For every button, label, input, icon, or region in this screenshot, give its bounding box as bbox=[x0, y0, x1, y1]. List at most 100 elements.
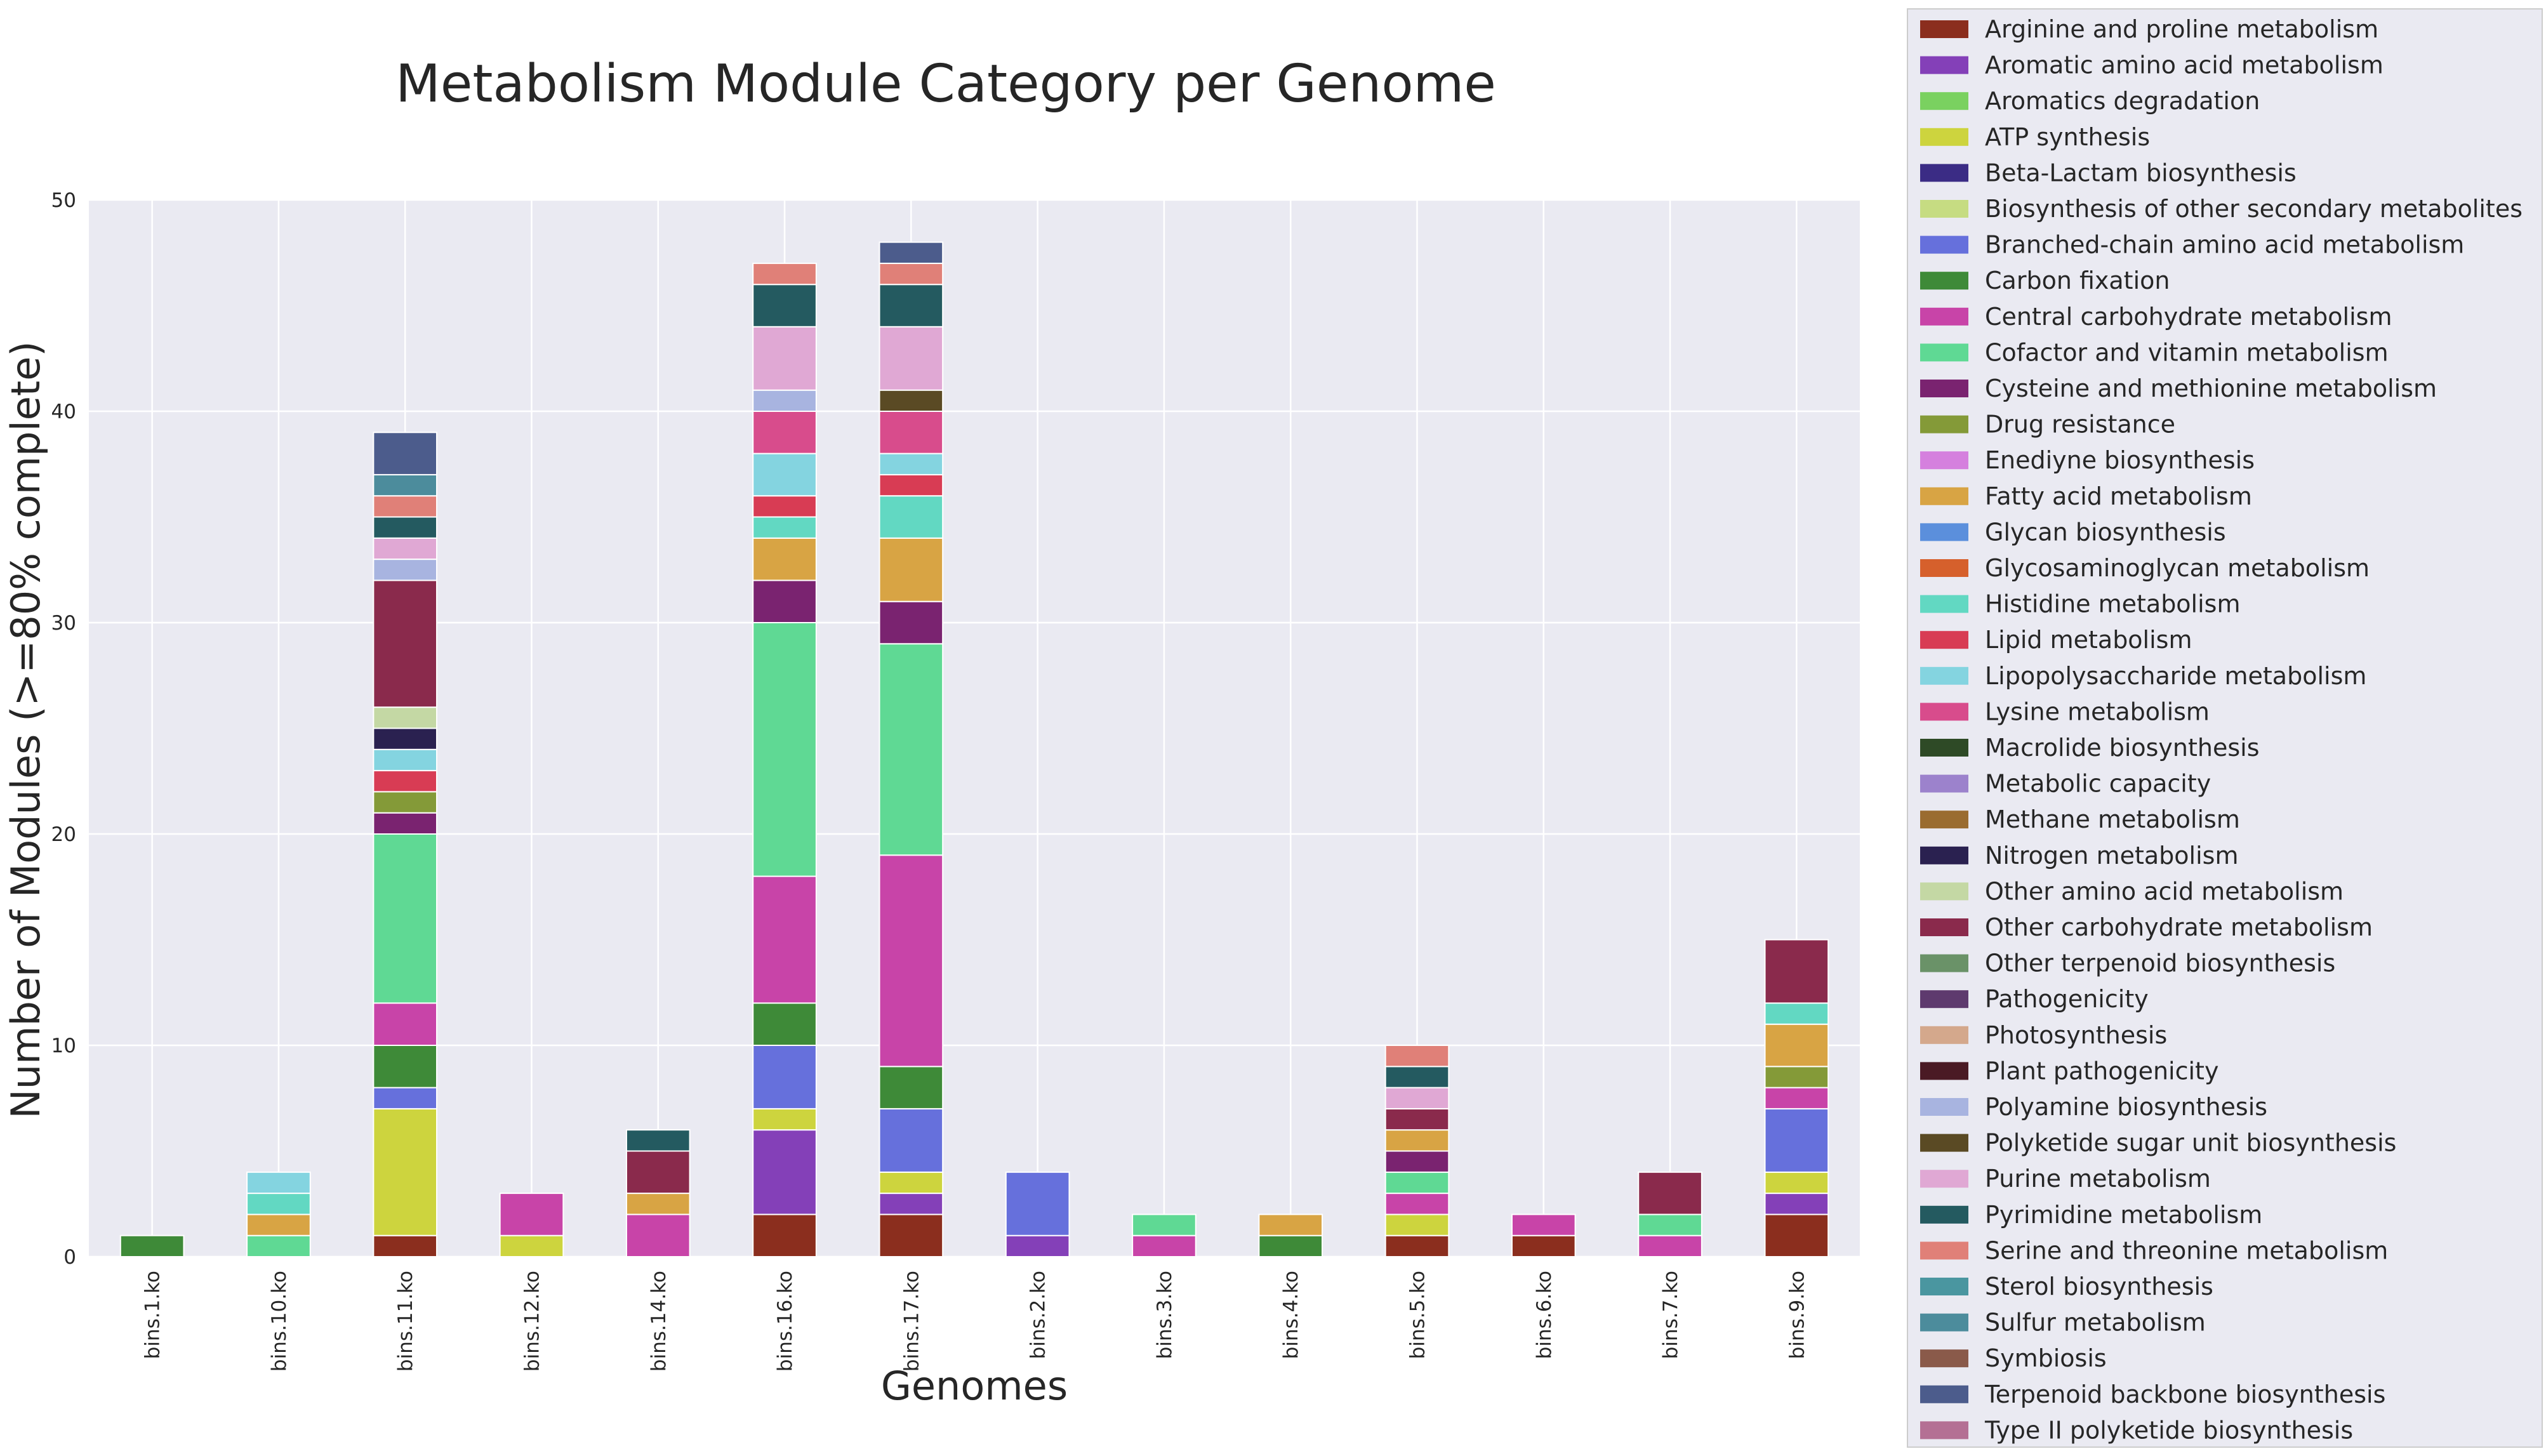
legend-label: Beta-Lactam biosynthesis bbox=[1985, 159, 2297, 187]
legend-item: Aromatic amino acid metabolism bbox=[1920, 51, 2384, 79]
bar-segment bbox=[1384, 1171, 1450, 1195]
legend-label: Purine metabolism bbox=[1985, 1165, 2211, 1193]
bar-segment bbox=[373, 833, 438, 1004]
bar-segment bbox=[373, 495, 438, 518]
legend-label: Cysteine and methionine metabolism bbox=[1985, 374, 2437, 402]
bar-segment bbox=[1384, 1193, 1450, 1215]
legend-label: Type II polyketide biosynthesis bbox=[1984, 1416, 2353, 1444]
bar-segment bbox=[373, 516, 438, 539]
y-axis-ticks: 0 10 20 30 40 50 bbox=[51, 189, 76, 1269]
bar-segment bbox=[1764, 1066, 1829, 1089]
x-tick-label: bins.16.ko bbox=[774, 1271, 797, 1372]
legend-label: Pyrimidine metabolism bbox=[1985, 1201, 2262, 1229]
bar-segment bbox=[752, 1214, 817, 1258]
bar-segment bbox=[1764, 939, 1829, 1004]
bar-segment bbox=[373, 432, 438, 475]
legend-label: Macrolide biosynthesis bbox=[1985, 734, 2260, 762]
bar-segment bbox=[752, 875, 817, 1004]
bar-segment bbox=[373, 473, 438, 497]
legend-swatch bbox=[1920, 200, 1968, 218]
legend-item: Lipopolysaccharide metabolism bbox=[1920, 662, 2366, 690]
bar-segment bbox=[373, 791, 438, 814]
legend-item: Arginine and proline metabolism bbox=[1920, 15, 2378, 43]
legend-item: Central carbohydrate metabolism bbox=[1920, 303, 2392, 331]
legend-swatch bbox=[1920, 1421, 1968, 1439]
bar-segment bbox=[499, 1234, 564, 1257]
bar-segment bbox=[879, 389, 944, 413]
bar-segment bbox=[373, 727, 438, 750]
y-tick-label: 40 bbox=[51, 400, 76, 423]
x-tick-label: bins.5.ko bbox=[1407, 1271, 1429, 1359]
legend-item: Symbiosis bbox=[1920, 1344, 2107, 1372]
legend-swatch bbox=[1920, 990, 1968, 1009]
legend-label: Aromatic amino acid metabolism bbox=[1985, 51, 2384, 79]
legend-item: Sterol biosynthesis bbox=[1920, 1273, 2213, 1300]
bar-segment bbox=[1764, 1108, 1829, 1173]
legend-item: Sulfur metabolism bbox=[1920, 1309, 2206, 1337]
legend-swatch bbox=[1920, 1098, 1968, 1116]
legend-swatch bbox=[1920, 703, 1968, 721]
bar-segment bbox=[1764, 1087, 1829, 1109]
bar-segment bbox=[1764, 1214, 1829, 1258]
x-tick-label: bins.1.ko bbox=[142, 1271, 164, 1359]
legend-item: Terpenoid backbone biosynthesis bbox=[1920, 1380, 2385, 1408]
legend-swatch bbox=[1920, 487, 1968, 505]
legend-swatch bbox=[1920, 846, 1968, 864]
bar-segment bbox=[373, 770, 438, 793]
legend-swatch bbox=[1920, 128, 1968, 146]
legend-label: Pathogenicity bbox=[1985, 985, 2149, 1013]
legend-item: Glycan biosynthesis bbox=[1920, 518, 2226, 546]
bar-segment bbox=[752, 389, 817, 413]
legend-swatch bbox=[1920, 235, 1968, 254]
legend-item: Methane metabolism bbox=[1920, 805, 2240, 833]
bar-segment bbox=[373, 748, 438, 772]
bar-segment bbox=[625, 1214, 691, 1258]
legend-item: Other terpenoid biosynthesis bbox=[1920, 950, 2335, 977]
legend-item: Branched-chain amino acid metabolism bbox=[1920, 231, 2464, 259]
x-tick-label: bins.17.ko bbox=[900, 1271, 923, 1372]
legend-swatch bbox=[1920, 523, 1968, 541]
bar-segment bbox=[752, 453, 817, 497]
legend-swatch bbox=[1920, 415, 1968, 433]
bar-segment bbox=[373, 559, 438, 581]
legend-item: Cysteine and methionine metabolism bbox=[1920, 374, 2437, 402]
bar-segment bbox=[1384, 1087, 1450, 1109]
x-tick-label: bins.12.ko bbox=[521, 1271, 544, 1372]
bar-segment bbox=[1005, 1171, 1070, 1236]
bar-segment bbox=[1638, 1214, 1702, 1236]
legend-item: Pathogenicity bbox=[1920, 985, 2149, 1013]
bar-segment bbox=[1258, 1214, 1323, 1236]
x-tick-label: bins.10.ko bbox=[268, 1271, 291, 1372]
legend-item: Fatty acid metabolism bbox=[1920, 482, 2252, 510]
legend-swatch bbox=[1920, 20, 1968, 38]
bar-segment bbox=[246, 1234, 311, 1257]
legend-label: Lipopolysaccharide metabolism bbox=[1985, 662, 2366, 690]
legend-label: Serine and threonine metabolism bbox=[1985, 1236, 2388, 1264]
bar-segment bbox=[499, 1193, 564, 1236]
legend-label: Branched-chain amino acid metabolism bbox=[1985, 231, 2464, 259]
legend-swatch bbox=[1920, 164, 1968, 182]
legend-label: Metabolic capacity bbox=[1985, 770, 2211, 798]
legend-swatch bbox=[1920, 1062, 1968, 1080]
bar-segment bbox=[752, 284, 817, 328]
legend-label: Polyketide sugar unit biosynthesis bbox=[1985, 1129, 2396, 1157]
legend-label: Methane metabolism bbox=[1985, 805, 2240, 833]
legend-label: Aromatics degradation bbox=[1985, 87, 2260, 115]
legend-label: Central carbohydrate metabolism bbox=[1985, 303, 2392, 331]
legend-swatch bbox=[1920, 92, 1968, 110]
bar-segment bbox=[1764, 1193, 1829, 1215]
bar-segment bbox=[373, 812, 438, 835]
x-tick-label: bins.3.ko bbox=[1153, 1271, 1176, 1359]
bar-segment bbox=[752, 622, 817, 877]
bar-segment bbox=[879, 1066, 944, 1109]
bar-segment bbox=[246, 1214, 311, 1236]
bar-segment bbox=[879, 537, 944, 602]
bar-segment bbox=[879, 1108, 944, 1173]
legend-item: Macrolide biosynthesis bbox=[1920, 734, 2260, 762]
legend-item: Other amino acid metabolism bbox=[1920, 877, 2344, 905]
x-tick-label: bins.4.ko bbox=[1280, 1271, 1303, 1359]
bar-segment bbox=[752, 1045, 817, 1109]
bar-segment bbox=[1005, 1234, 1070, 1257]
bar-segment bbox=[1384, 1108, 1450, 1131]
